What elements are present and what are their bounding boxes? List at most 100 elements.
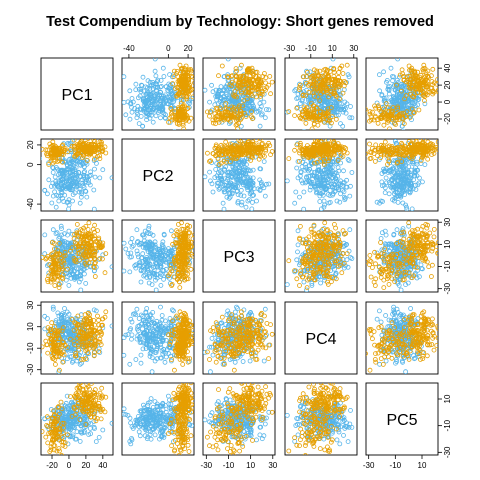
- data-point: [215, 183, 221, 189]
- data-point: [213, 121, 218, 127]
- panel-frame: [284, 57, 358, 131]
- data-point: [307, 166, 313, 172]
- data-point: [215, 109, 221, 115]
- point-group: [366, 58, 438, 130]
- data-point: [176, 122, 182, 127]
- data-point: [258, 166, 264, 172]
- data-point: [160, 267, 166, 273]
- data-point: [312, 183, 318, 189]
- data-point: [249, 199, 255, 205]
- data-point: [323, 98, 329, 103]
- data-point: [93, 144, 99, 150]
- data-point: [157, 89, 163, 95]
- data-point: [84, 194, 90, 200]
- data-point: [320, 112, 326, 118]
- data-point: [70, 166, 75, 172]
- data-point: [399, 88, 404, 94]
- data-point: [75, 243, 81, 249]
- data-point: [223, 183, 229, 189]
- data-point: [75, 146, 81, 152]
- data-point: [295, 104, 300, 110]
- data-point: [317, 199, 323, 204]
- point-group: [41, 139, 113, 211]
- data-point: [42, 251, 48, 257]
- data-point: [243, 204, 249, 210]
- data-point: [147, 79, 153, 85]
- data-point: [70, 271, 75, 277]
- data-point: [413, 187, 419, 193]
- data-point: [159, 244, 165, 250]
- data-point: [59, 238, 65, 244]
- data-point: [97, 175, 103, 181]
- data-point: [257, 80, 263, 86]
- data-point: [286, 109, 292, 114]
- data-point: [152, 95, 158, 101]
- data-point: [185, 105, 191, 111]
- data-point: [138, 107, 144, 113]
- data-point: [316, 150, 322, 156]
- data-point: [385, 161, 390, 167]
- data-point: [307, 187, 313, 193]
- data-point: [306, 98, 311, 103]
- data-point: [303, 120, 309, 126]
- data-point: [92, 249, 98, 255]
- data-point: [247, 168, 253, 174]
- data-point: [302, 129, 306, 130]
- data-point: [367, 109, 373, 114]
- data-point: [321, 161, 327, 167]
- data-point: [242, 159, 248, 165]
- data-point: [133, 81, 139, 87]
- data-point: [341, 107, 347, 113]
- data-point: [157, 264, 163, 270]
- data-point: [188, 244, 194, 250]
- data-point: [333, 161, 339, 167]
- data-point: [74, 178, 80, 184]
- data-point: [60, 159, 65, 165]
- data-point: [311, 173, 317, 179]
- data-point: [237, 176, 243, 182]
- data-point: [53, 152, 59, 158]
- data-point: [268, 91, 274, 97]
- data-point: [59, 259, 65, 265]
- data-point: [135, 254, 141, 260]
- data-point: [94, 160, 99, 166]
- data-point: [192, 232, 194, 237]
- data-point: [382, 139, 388, 145]
- data-point: [144, 274, 150, 280]
- data-point: [215, 175, 221, 181]
- data-point: [329, 170, 334, 176]
- data-point: [333, 85, 339, 90]
- data-point: [258, 104, 264, 109]
- data-point: [366, 106, 368, 112]
- data-point: [317, 116, 323, 122]
- data-point: [311, 79, 317, 84]
- data-point: [262, 193, 268, 199]
- data-point: [153, 261, 159, 267]
- data-point: [80, 161, 85, 166]
- data-point: [75, 177, 81, 183]
- data-point: [158, 115, 163, 121]
- data-point: [393, 140, 399, 146]
- data-point: [134, 115, 140, 121]
- data-point: [324, 87, 330, 93]
- data-point: [378, 198, 384, 204]
- data-point: [251, 72, 256, 78]
- data-point: [340, 71, 346, 76]
- data-point: [52, 246, 57, 252]
- data-point: [415, 167, 421, 173]
- data-point: [143, 257, 149, 263]
- data-point: [53, 204, 59, 210]
- data-point: [224, 116, 230, 122]
- data-point: [295, 175, 301, 181]
- data-point: [421, 139, 427, 141]
- data-point: [233, 66, 239, 71]
- data-point: [122, 240, 127, 246]
- data-point: [227, 141, 233, 147]
- data-point: [412, 167, 418, 173]
- data-point: [407, 178, 413, 184]
- data-point: [329, 114, 335, 120]
- data-point: [66, 228, 72, 234]
- data-point: [286, 156, 292, 162]
- data-point: [207, 113, 212, 119]
